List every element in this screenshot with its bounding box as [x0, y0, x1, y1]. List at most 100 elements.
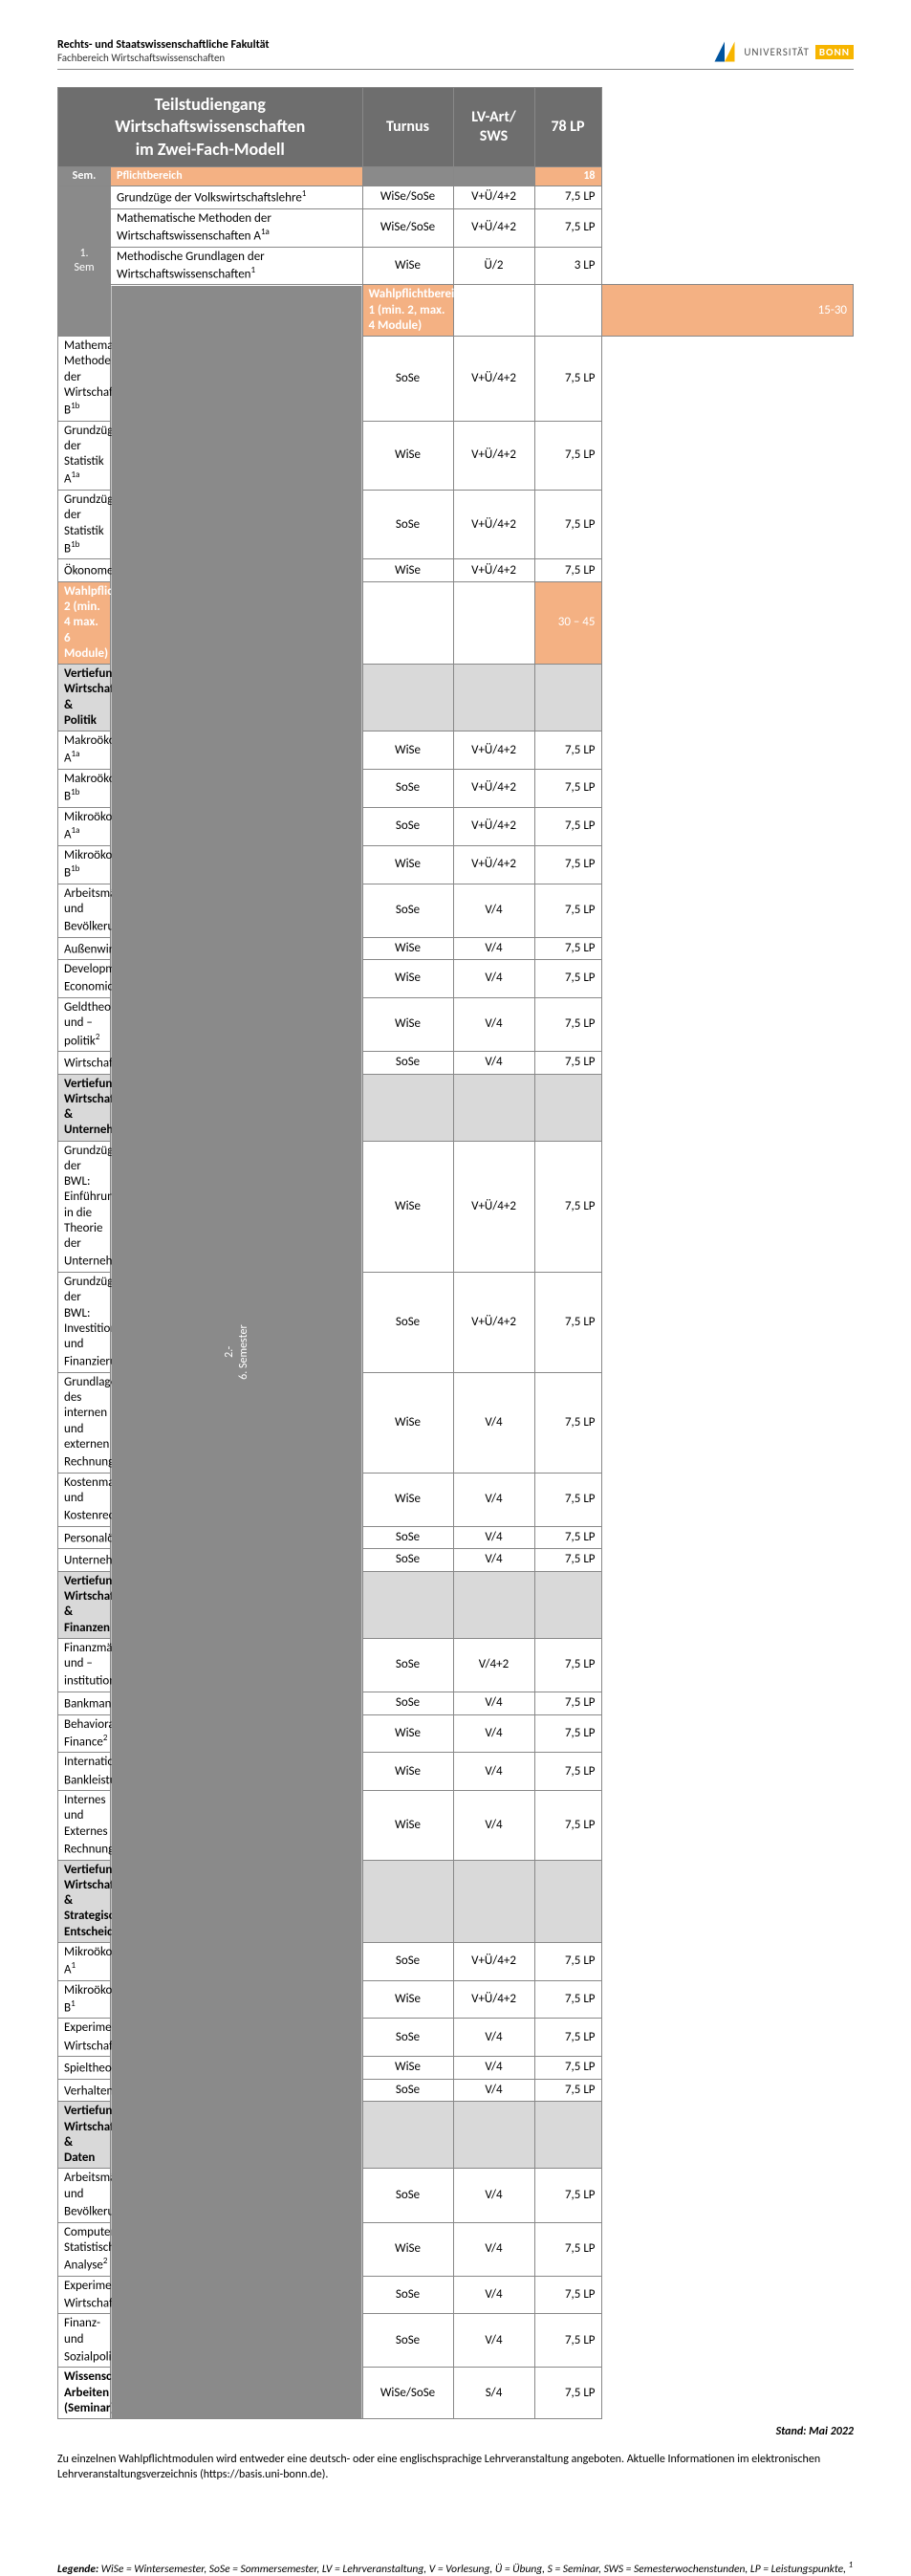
- module-name: Arbeitsmärkte und Bevölkerungsökonomik2: [58, 2169, 111, 2222]
- blank-cell: [453, 2102, 534, 2169]
- blank-cell: [362, 2102, 453, 2169]
- module-turnus: SoSe: [362, 337, 453, 422]
- module-turnus: WiSe/SoSe: [362, 2368, 453, 2419]
- module-name: Mathematische Methoden der Wirtschaftswi…: [111, 208, 363, 247]
- module-lp: 7,5 LP: [534, 1753, 601, 1791]
- module-lv: V/4: [453, 1692, 534, 1714]
- module-lv: V+Ü/4+2: [453, 770, 534, 808]
- university-logo-icon: [711, 38, 738, 65]
- university-text: UNIVERSITÄT: [744, 46, 810, 58]
- semester-cell: 1.Sem: [58, 186, 111, 337]
- module-lp: 7,5 LP: [534, 1273, 601, 1373]
- table-title: Teilstudiengang Wirtschaftswissenschafte…: [58, 88, 363, 167]
- module-lp: 7,5 LP: [534, 1714, 601, 1753]
- legend: Legende: WiSe = Wintersemester, SoSe = S…: [57, 2560, 854, 2576]
- blank-cell: [534, 285, 601, 337]
- module-lv: V/4: [453, 1526, 534, 1549]
- module-lv: V+Ü/4+2: [453, 337, 534, 422]
- module-lp: 7,5 LP: [534, 1052, 601, 1075]
- module-name: Development Economics2: [58, 960, 111, 998]
- module-lv: V/4: [453, 2019, 534, 2057]
- module-turnus: WiSe: [362, 2057, 453, 2080]
- module-turnus: WiSe: [362, 1980, 453, 2019]
- blank-cell: [453, 665, 534, 731]
- module-lv: V/4: [453, 960, 534, 998]
- module-lp: 7,5 LP: [534, 491, 601, 559]
- module-turnus: SoSe: [362, 1942, 453, 1980]
- module-turnus: WiSe: [362, 1714, 453, 1753]
- module-turnus: SoSe: [362, 1638, 453, 1692]
- module-lp: 7,5 LP: [534, 731, 601, 770]
- module-name: Ökonometrie1c: [58, 559, 111, 582]
- module-turnus: WiSe: [362, 1372, 453, 1473]
- module-turnus: WiSe/SoSe: [362, 186, 453, 209]
- stand-date: Stand: Mai 2022: [57, 2425, 854, 2438]
- module-lv: V+Ü/4+2: [453, 1273, 534, 1373]
- legend-body: WiSe = Wintersemester, SoSe = Sommerseme…: [98, 2562, 848, 2575]
- module-lv: V+Ü/4+2: [453, 731, 534, 770]
- module-name: Außenwirtschaft2: [58, 937, 111, 960]
- blank-cell: [362, 581, 453, 664]
- module-turnus: WiSe: [362, 1753, 453, 1791]
- group-label: Vertiefungsgebiet: Wirtschaft & Strategi…: [58, 1860, 111, 1942]
- module-lp: 7,5 LP: [534, 1526, 601, 1549]
- module-turnus: SoSe: [362, 1273, 453, 1373]
- module-lp: 7,5 LP: [534, 1942, 601, 1980]
- group-label: Vertiefungsgebiet: Wirtschaft & Daten: [58, 2102, 111, 2169]
- module-name: Makroökonomik A1a: [58, 731, 111, 770]
- module-lv: V/4: [453, 1753, 534, 1791]
- module-name: Arbeitsmärkte und Bevölkerungsökonomik2: [58, 884, 111, 937]
- module-turnus: WiSe: [362, 998, 453, 1052]
- module-lv: Ü/2: [453, 247, 534, 285]
- module-lp: 7,5 LP: [534, 559, 601, 582]
- section-lp: 15-30: [601, 285, 854, 337]
- module-name: Experimentelle Wirtschaftsforschung2: [58, 2019, 111, 2057]
- module-lv: V/4: [453, 2276, 534, 2314]
- module-lp: 7,5 LP: [534, 2314, 601, 2368]
- module-turnus: WiSe: [362, 421, 453, 490]
- module-turnus: WiSe: [362, 845, 453, 884]
- module-turnus: SoSe: [362, 884, 453, 937]
- blank-cell: [362, 1571, 453, 1638]
- module-turnus: SoSe: [362, 2276, 453, 2314]
- group-label: Vertiefungsgebiet: Wirtschaft & Unterneh…: [58, 1074, 111, 1141]
- module-lv: V/4: [453, 2222, 534, 2276]
- module-lv: V+Ü/4+2: [453, 421, 534, 490]
- section-label: Wahlpflichtbereich 2 (min. 4 max. 6 Modu…: [58, 581, 111, 664]
- module-name: Mikroökonomik B1b: [58, 845, 111, 884]
- module-turnus: WiSe: [362, 1141, 453, 1272]
- module-lp: 7,5 LP: [534, 1549, 601, 1572]
- module-lp: 7,5 LP: [534, 937, 601, 960]
- module-lv: V/4: [453, 1473, 534, 1526]
- module-turnus: WiSe: [362, 1791, 453, 1860]
- module-turnus: WiSe: [362, 559, 453, 582]
- module-name: Grundlagen des internen und externen Rec…: [58, 1372, 111, 1473]
- module-lv: V/4: [453, 884, 534, 937]
- module-turnus: WiSe/SoSe: [362, 208, 453, 247]
- blank-cell: [453, 1860, 534, 1942]
- module-lv: V+Ü/4+2: [453, 208, 534, 247]
- module-name: Grundzüge der Statistik A1a: [58, 421, 111, 490]
- module-lv: V/4: [453, 2057, 534, 2080]
- module-lv: S/4: [453, 2368, 534, 2419]
- module-lp: 7,5 LP: [534, 1692, 601, 1714]
- col-turnus: Turnus: [362, 88, 453, 167]
- module-lp: 7,5 LP: [534, 2019, 601, 2057]
- group-label: Vertiefungsgebiet: Wirtschaft & Politik: [58, 665, 111, 731]
- module-turnus: SoSe: [362, 2019, 453, 2057]
- header-left: Rechts- und Staatswissenschaftliche Faku…: [57, 38, 270, 64]
- module-lv: V/4+2: [453, 1638, 534, 1692]
- module-lp: 7,5 LP: [534, 998, 601, 1052]
- section-lp: 18: [534, 167, 601, 186]
- total-lp: 78 LP: [534, 88, 601, 167]
- module-lp: 7,5 LP: [534, 1638, 601, 1692]
- module-lp: 7,5 LP: [534, 1791, 601, 1860]
- legend-prefix: Legende:: [57, 2562, 98, 2575]
- blank-cell: [534, 1860, 601, 1942]
- module-name: Unternehmensplanung2: [58, 1549, 111, 1572]
- module-turnus: SoSe: [362, 2079, 453, 2102]
- module-lp: 7,5 LP: [534, 1473, 601, 1526]
- module-turnus: WiSe: [362, 2222, 453, 2276]
- module-lv: V+Ü/4+2: [453, 491, 534, 559]
- col-sem: Sem.: [58, 167, 111, 186]
